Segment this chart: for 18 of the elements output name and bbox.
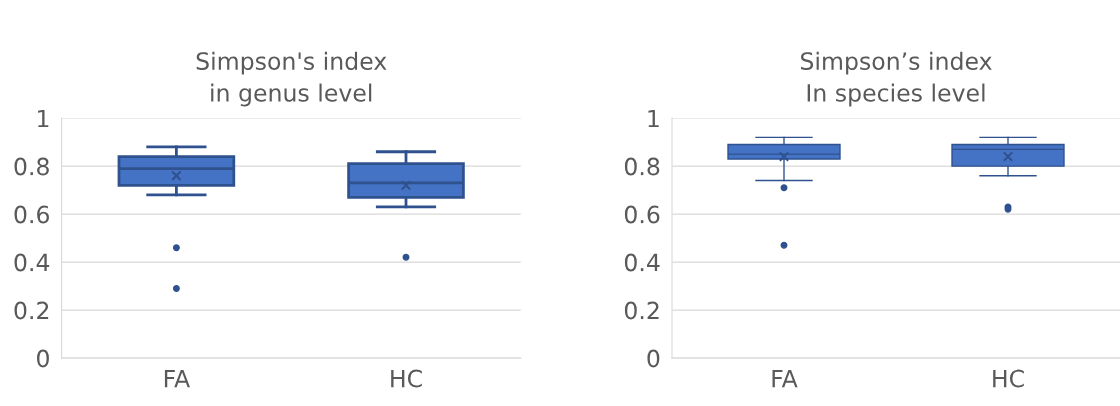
y-tick-label: 0.6 [14, 205, 49, 224]
x-tick-label: FA [164, 369, 190, 388]
y-tick-label: 0.8 [14, 157, 49, 176]
chart-title: Simpson's index in genus level [196, 51, 387, 107]
y-tick-label: 0.2 [624, 301, 659, 320]
y-tick-label: 0.4 [624, 253, 660, 272]
x-tick-label: HC [993, 369, 1024, 388]
y-tick-label: 1 [648, 109, 659, 128]
y-tick-label: 0.8 [624, 157, 660, 176]
x-tick-label: FA [772, 369, 798, 388]
x-tick-label: HC [391, 369, 422, 388]
y-tick-label: 1 [38, 109, 49, 128]
y-tick-label: 0.6 [624, 205, 660, 224]
chart-title: Simpson’s index In species level [800, 51, 992, 107]
y-tick-label: 0.2 [14, 301, 49, 320]
y-tick-label: 0 [37, 349, 49, 368]
y-tick-label: 0.4 [14, 253, 50, 272]
y-tick-label: 0 [647, 349, 660, 368]
